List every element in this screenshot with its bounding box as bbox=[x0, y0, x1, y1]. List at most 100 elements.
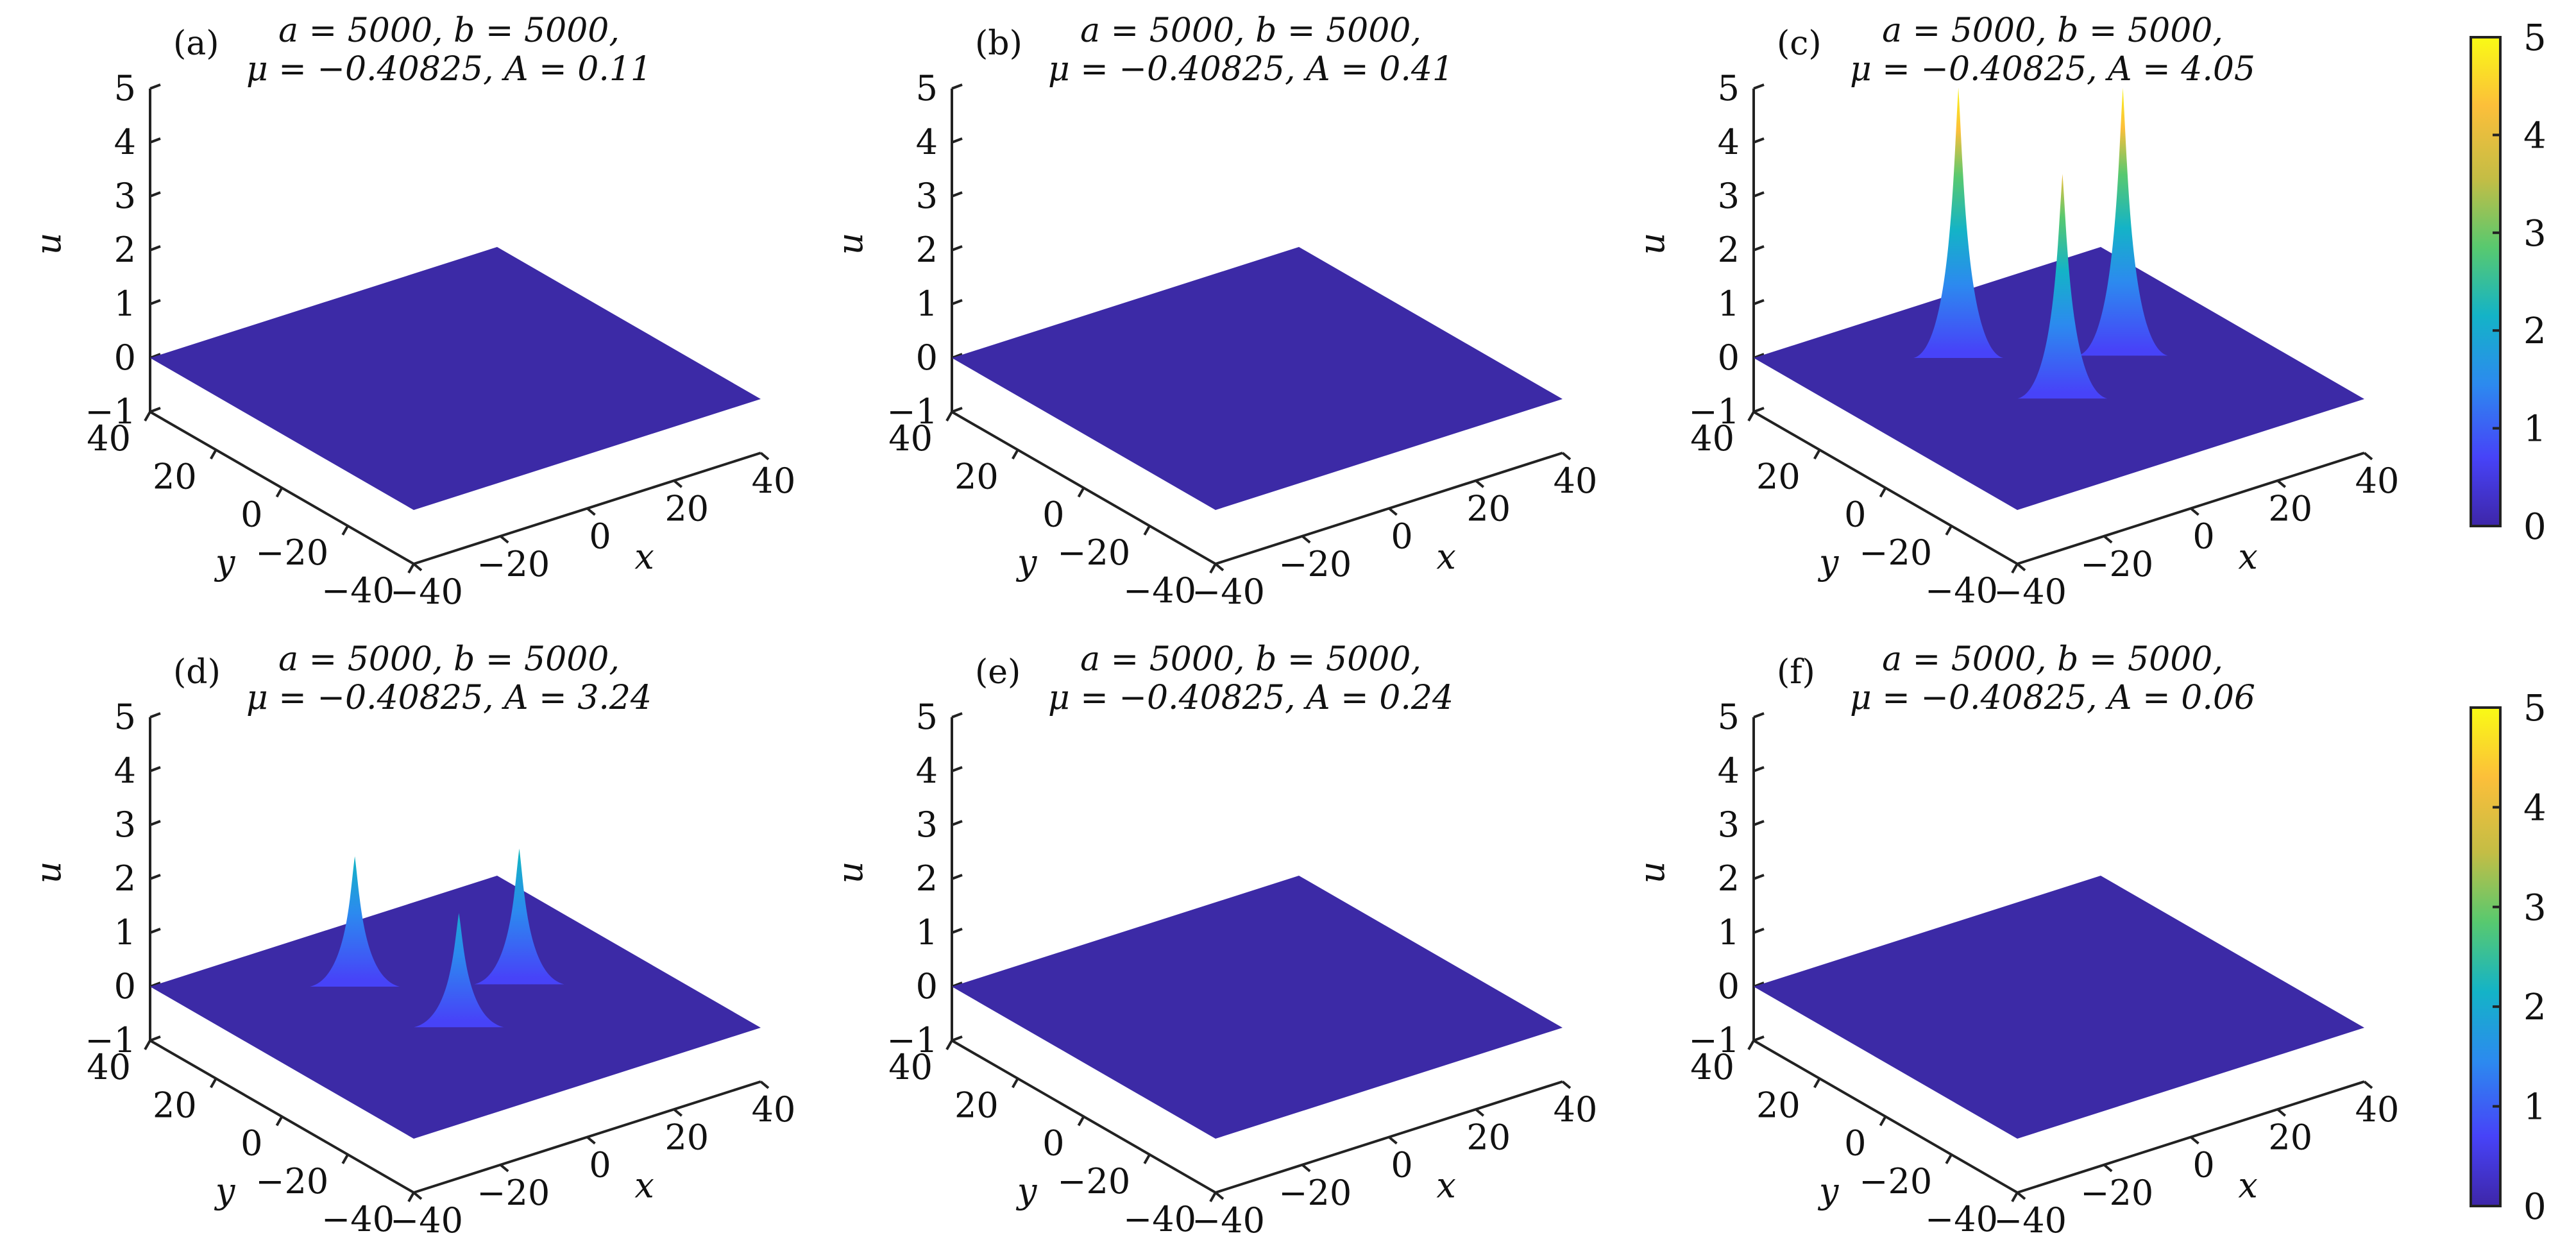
x-tick-mark bbox=[2190, 1135, 2199, 1145]
y-tick-mark bbox=[2011, 563, 2019, 574]
z-axis-label: u bbox=[28, 862, 69, 884]
z-tick-label: 3 bbox=[1718, 804, 1740, 845]
colorbar-tick-label: 4 bbox=[2523, 115, 2546, 157]
y-tick-label: 20 bbox=[1756, 456, 1801, 497]
colorbar-tick-label: 1 bbox=[2523, 1087, 2546, 1128]
y-tick-mark bbox=[1945, 525, 1953, 536]
y-tick-label: 20 bbox=[153, 456, 197, 497]
panel-label: (a) bbox=[173, 24, 219, 63]
x-tick-label: −20 bbox=[477, 544, 550, 584]
colorbar-gradient bbox=[2470, 706, 2502, 1207]
y-tick-mark bbox=[341, 1153, 349, 1164]
y-tick-label: −20 bbox=[1057, 1161, 1130, 1202]
x-tick-label: 40 bbox=[1554, 1089, 1598, 1130]
surface-plane bbox=[952, 247, 1563, 510]
x-tick-mark bbox=[2103, 535, 2113, 544]
y-tick-label: −20 bbox=[1057, 532, 1130, 573]
z-tick-mark bbox=[1753, 353, 1765, 359]
y-tick-mark bbox=[341, 525, 349, 536]
x-tick-mark bbox=[412, 1191, 423, 1200]
colorbar-tick-label: 3 bbox=[2523, 213, 2546, 255]
x-tick-label: −20 bbox=[477, 1173, 550, 1213]
x-tick-mark bbox=[2190, 507, 2199, 516]
y-tick-mark bbox=[144, 1040, 151, 1050]
z-tick-label: 2 bbox=[1718, 858, 1740, 899]
z-tick-label: −1 bbox=[886, 391, 938, 432]
colorbar-1: 0 1 2 3 4 5 bbox=[2470, 17, 2546, 548]
y-tick-mark bbox=[2011, 1192, 2019, 1202]
panel-c: (c) a = 5000, b = 5000,μ = −0.40825, A = … bbox=[1632, 12, 2399, 612]
surface-peak bbox=[310, 856, 400, 987]
x-axis-label: x bbox=[2238, 1166, 2257, 1206]
panel-title-line2: μ = −0.40825, A = 0.06 bbox=[1850, 679, 2255, 717]
z-tick-label: 5 bbox=[114, 697, 136, 737]
x-tick-label: 0 bbox=[1391, 1145, 1412, 1186]
panel-d: (d) a = 5000, b = 5000,μ = −0.40825, A = … bbox=[28, 640, 795, 1241]
z-tick-mark bbox=[1753, 83, 1765, 90]
y-tick-mark bbox=[1945, 1153, 1953, 1164]
z-tick-mark bbox=[1753, 874, 1765, 880]
z-tick-mark bbox=[951, 712, 963, 718]
surface-plane bbox=[1754, 876, 2364, 1139]
z-tick-mark bbox=[951, 874, 963, 880]
x-tick-label: 20 bbox=[665, 488, 709, 529]
surface-peak bbox=[1913, 87, 2004, 359]
x-axis-label: x bbox=[1436, 537, 1455, 577]
panel-f: (f) a = 5000, b = 5000,μ = −0.40825, A = … bbox=[1632, 640, 2399, 1241]
z-tick-label: 3 bbox=[1718, 176, 1740, 216]
y-tick-mark bbox=[1077, 1116, 1085, 1126]
colorbar-tick-label: 1 bbox=[2523, 409, 2546, 450]
panel-title-line1: a = 5000, b = 5000, bbox=[1080, 12, 1421, 50]
z-tick-mark bbox=[951, 820, 963, 826]
z-tick-mark bbox=[149, 299, 161, 305]
y-tick-label: 40 bbox=[1690, 1047, 1734, 1087]
z-tick-label: 3 bbox=[114, 176, 136, 216]
x-tick-label: 0 bbox=[2192, 516, 2214, 557]
y-axis-label: y bbox=[1818, 542, 1840, 582]
y-tick-label: 40 bbox=[87, 1047, 131, 1087]
z-tick-label: 5 bbox=[1718, 68, 1740, 108]
z-tick-label: 2 bbox=[916, 230, 938, 270]
x-tick-label: 0 bbox=[1391, 516, 1412, 557]
y-tick-label: 40 bbox=[1690, 418, 1734, 459]
z-tick-label: 5 bbox=[916, 697, 938, 737]
z-tick-mark bbox=[1753, 766, 1765, 772]
z-axis-label: u bbox=[830, 233, 870, 255]
x-tick-label: −20 bbox=[1278, 1173, 1352, 1213]
z-tick-label: 1 bbox=[1718, 284, 1740, 324]
y-tick-label: 0 bbox=[1844, 1123, 1866, 1164]
z-tick-label: 0 bbox=[916, 337, 938, 378]
y-axis-label: y bbox=[214, 1171, 236, 1211]
x-tick-label: 20 bbox=[2268, 488, 2312, 529]
z-tick-mark bbox=[149, 137, 161, 144]
y-tick-mark bbox=[1879, 487, 1887, 498]
z-tick-mark bbox=[951, 191, 963, 198]
y-tick-mark bbox=[407, 1192, 415, 1202]
y-tick-mark bbox=[407, 563, 415, 574]
z-tick-mark bbox=[951, 407, 963, 413]
z-tick-mark bbox=[149, 820, 161, 826]
z-tick-label: 5 bbox=[1718, 697, 1740, 737]
y-tick-label: −20 bbox=[1859, 1161, 1932, 1202]
panel-title-line2: μ = −0.40825, A = 0.24 bbox=[1048, 679, 1453, 717]
x-tick-label: −40 bbox=[1192, 1200, 1265, 1241]
z-tick-label: 1 bbox=[114, 284, 136, 324]
z-tick-mark bbox=[1753, 820, 1765, 826]
colorbar-tick-label: 0 bbox=[2523, 506, 2546, 548]
x-tick-label: 40 bbox=[752, 461, 796, 501]
z-tick-label: 4 bbox=[114, 751, 136, 791]
panel-title-line1: a = 5000, b = 5000, bbox=[1080, 640, 1421, 679]
y-tick-label: 40 bbox=[888, 1047, 933, 1087]
z-tick-label: 4 bbox=[114, 122, 136, 162]
y-tick-mark bbox=[1012, 449, 1019, 460]
panels: (a) a = 5000, b = 5000,μ = −0.40825, A = … bbox=[28, 12, 2399, 1241]
panel-title-line2: μ = −0.40825, A = 3.24 bbox=[246, 679, 652, 717]
z-tick-mark bbox=[951, 928, 963, 934]
z-tick-mark bbox=[149, 712, 161, 718]
y-tick-mark bbox=[210, 449, 217, 460]
x-tick-label: −40 bbox=[1192, 572, 1265, 612]
panel-e: (e) a = 5000, b = 5000,μ = −0.40825, A = … bbox=[830, 640, 1597, 1241]
x-tick-mark bbox=[673, 1108, 683, 1117]
surface-peak bbox=[2017, 174, 2108, 399]
z-tick-label: 1 bbox=[916, 284, 938, 324]
